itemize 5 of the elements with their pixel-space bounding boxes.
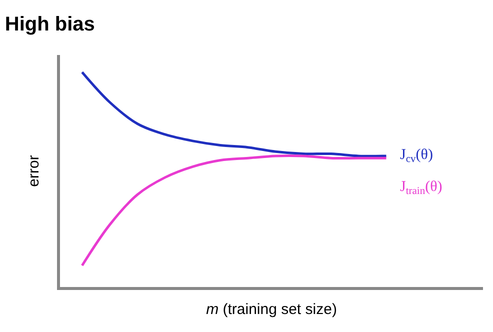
series-label: J$_{train}$(θ) [400,179,442,198]
series-label: J$_{cv}$(θ) [400,147,433,166]
chart-title: High bias [4,14,95,36]
y-axis-title: error [25,155,42,187]
x-axis-title: m (training set size) [206,301,337,318]
